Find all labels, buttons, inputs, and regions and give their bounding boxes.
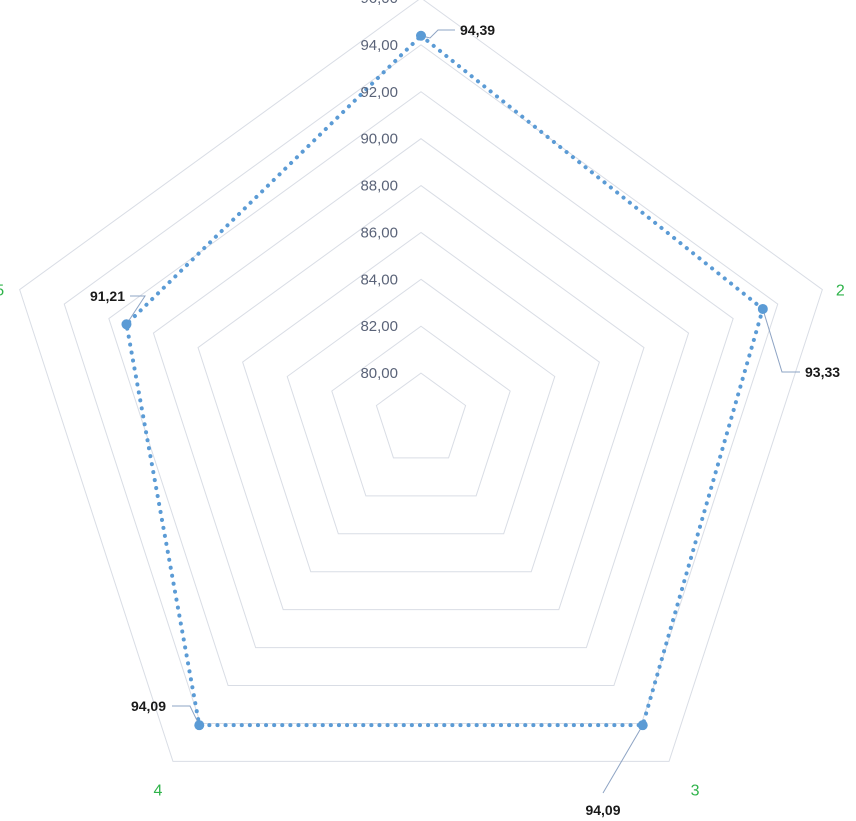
category-label: 3 <box>691 782 700 799</box>
grid-ring <box>331 325 511 497</box>
radial-tick-label: 84,00 <box>360 271 398 288</box>
data-point <box>637 720 648 731</box>
leader-line <box>762 308 800 373</box>
data-label: 93,33 <box>805 364 840 380</box>
data-label: 94,09 <box>131 698 166 714</box>
grid-ring <box>152 138 690 649</box>
data-point <box>121 319 132 330</box>
grid-ring <box>375 372 467 459</box>
data-label: 94,39 <box>460 22 495 38</box>
series-line <box>124 33 766 728</box>
data-point <box>757 303 768 314</box>
leader-line <box>126 295 146 325</box>
radial-tick-label: 80,00 <box>360 365 398 382</box>
data-label: 94,09 <box>585 802 620 818</box>
radial-tick-label: 92,00 <box>360 84 398 101</box>
radial-tick-label: 96,00 <box>360 0 398 7</box>
data-point <box>416 30 426 41</box>
leader-line <box>172 705 200 726</box>
grid-ring <box>197 184 645 611</box>
data-point <box>194 720 205 731</box>
data-label: 91,21 <box>90 288 125 304</box>
radial-tick-label: 90,00 <box>360 131 398 148</box>
grid-layer <box>19 0 823 762</box>
radial-tick-label: 86,00 <box>360 224 398 241</box>
leader-line <box>420 29 455 39</box>
radial-tick-label: 88,00 <box>360 178 398 195</box>
radial-tick-label: 94,00 <box>360 37 398 54</box>
grid-ring <box>242 231 600 573</box>
category-label: 2 <box>836 283 845 300</box>
grid-ring <box>63 44 779 724</box>
radial-tick-label: 82,00 <box>360 318 398 335</box>
grid-ring <box>286 278 556 535</box>
category-label: 4 <box>154 782 163 799</box>
series-layer <box>121 29 800 794</box>
leader-line <box>602 724 644 794</box>
grid-ring <box>19 0 823 762</box>
grid-ring <box>108 91 734 687</box>
category-label: 5 <box>0 283 4 300</box>
